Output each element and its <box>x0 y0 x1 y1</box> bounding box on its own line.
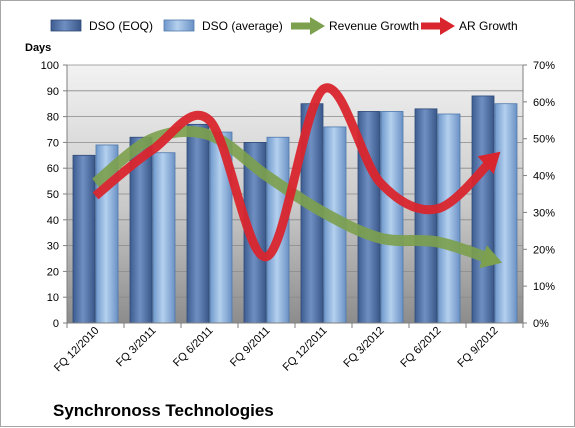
y-axis-title: Days <box>25 42 51 54</box>
legend-arrow-revenue-growth <box>310 17 325 35</box>
revenue-growth-arrowhead <box>479 245 503 269</box>
x-tick-label: FQ 6/2011 <box>171 325 216 370</box>
x-tick-label: FQ 12/2011 <box>281 325 330 374</box>
y-tick-label: 100 <box>41 60 59 72</box>
y-tick-label: 0 <box>53 318 59 330</box>
bar-dso-average <box>152 152 176 324</box>
legend: DSO (EOQ) DSO (average) Revenue Growth AR G… <box>50 17 518 35</box>
y-tick-label: 30 <box>47 241 59 253</box>
y-tick-label: 70 <box>47 137 59 149</box>
y2-tick-label: 30% <box>533 207 555 219</box>
line-series-group <box>92 83 503 269</box>
legend-label-ar-growth: AR Growth <box>459 19 518 33</box>
y2-tick-label: 70% <box>533 60 555 72</box>
legend-label-dso-eoq: DSO (EOQ) <box>89 19 153 33</box>
y-tick-label: 60 <box>47 163 59 175</box>
bar-dso-average <box>494 103 518 324</box>
legend-swatch-dso-average <box>163 19 195 32</box>
bar-dso-eoq <box>471 95 495 324</box>
ar-growth-arrowhead <box>477 151 501 175</box>
y2-tick-label: 50% <box>533 134 555 146</box>
y-tick-label: 40 <box>47 215 59 227</box>
y2-tick-label: 40% <box>533 171 555 183</box>
legend-swatch-dso-eoq <box>50 19 82 32</box>
y-tick-label: 20 <box>47 266 59 278</box>
y2-tick-label: 60% <box>533 97 555 109</box>
chart-title: Synchronoss Technologies <box>53 401 274 420</box>
y2-tick-label: 20% <box>533 244 555 256</box>
bar-dso-eoq <box>186 123 210 324</box>
bar-dso-average <box>380 111 404 324</box>
y-tick-label: 80 <box>47 112 59 124</box>
x-tick-label: FQ 3/2012 <box>341 325 386 370</box>
y-tick-label: 50 <box>47 189 59 201</box>
y2-tick-label: 0% <box>533 318 549 330</box>
x-tick-label: FQ 3/2011 <box>114 325 159 370</box>
y-tick-label: 90 <box>47 86 59 98</box>
x-tick-label: FQ 12/2010 <box>52 325 102 375</box>
legend-label-dso-average: DSO (average) <box>202 19 283 33</box>
bar-dso-eoq <box>414 108 438 324</box>
x-tick-label: FQ 6/2012 <box>398 325 443 370</box>
legend-arrow-ar-growth <box>440 17 455 35</box>
bar-dso-average <box>437 113 461 324</box>
ar-growth-line <box>92 83 498 262</box>
x-tick-label: FQ 9/2011 <box>228 325 273 370</box>
y-tick-label: 10 <box>47 292 59 304</box>
bar-dso-eoq <box>72 154 96 324</box>
x-tick-label: FQ 9/2012 <box>455 325 500 370</box>
legend-label-revenue-growth: Revenue Growth <box>329 19 419 33</box>
y2-tick-label: 10% <box>533 281 555 293</box>
